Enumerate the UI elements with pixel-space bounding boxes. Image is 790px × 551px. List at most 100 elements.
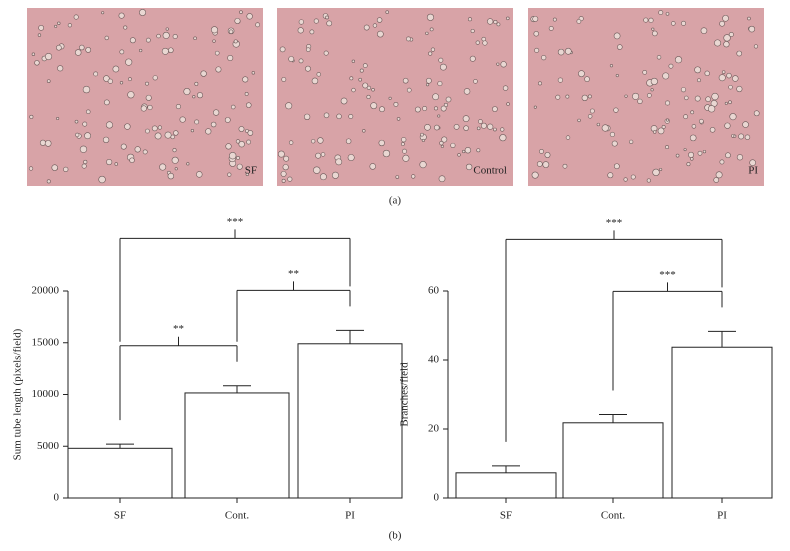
- cell: [194, 119, 200, 125]
- cell: [335, 158, 343, 166]
- cell: [668, 63, 674, 69]
- cell: [119, 49, 125, 55]
- cell: [98, 175, 106, 184]
- significance-label: **: [288, 268, 299, 280]
- cell: [744, 134, 751, 140]
- cell: [319, 173, 327, 181]
- image-label: SF: [245, 165, 257, 177]
- cell: [129, 157, 135, 163]
- cell: [362, 129, 366, 133]
- cell: [493, 127, 497, 132]
- cell: [532, 15, 539, 22]
- cell: [118, 12, 125, 19]
- cell: [421, 138, 425, 143]
- cell: [179, 116, 186, 123]
- cell: [441, 136, 448, 143]
- cell: [671, 21, 676, 26]
- x-tick-label: Cont.: [601, 510, 625, 522]
- cell: [236, 155, 240, 160]
- bar: [184, 392, 290, 499]
- cell: [120, 143, 127, 150]
- cell: [313, 18, 319, 24]
- significance-label: ***: [659, 269, 676, 281]
- cell: [349, 76, 354, 81]
- cell: [210, 121, 217, 128]
- significance-bracket: [236, 281, 351, 342]
- cell: [548, 25, 554, 31]
- cell: [81, 163, 87, 169]
- cell: [587, 114, 593, 119]
- cell: [707, 105, 716, 113]
- cell: [225, 143, 232, 150]
- cell: [235, 139, 241, 144]
- cell: [168, 47, 174, 54]
- cell: [164, 131, 172, 139]
- cell: [74, 119, 79, 124]
- cell: [536, 161, 543, 167]
- cell: [283, 155, 290, 162]
- cell: [722, 14, 729, 22]
- cell: [584, 76, 590, 82]
- cell: [698, 118, 704, 124]
- cell: [617, 44, 623, 50]
- cell: [280, 170, 287, 177]
- cell: [733, 134, 737, 138]
- cell: [632, 92, 640, 100]
- bar: [562, 422, 664, 499]
- cell: [705, 96, 711, 103]
- cell: [246, 13, 253, 20]
- cell: [480, 122, 487, 129]
- significance-label: ***: [606, 217, 623, 229]
- cell: [123, 25, 128, 30]
- cell: [379, 106, 385, 113]
- cell: [534, 47, 540, 53]
- cell: [496, 22, 501, 27]
- cell: [193, 36, 197, 41]
- cell: [297, 27, 304, 34]
- cell: [46, 179, 51, 184]
- cell: [406, 36, 411, 42]
- cell: [596, 122, 601, 127]
- cell: [425, 77, 432, 84]
- cell: [288, 56, 295, 63]
- significance-bracket: [612, 282, 723, 391]
- cell: [28, 166, 34, 171]
- cell: [539, 148, 544, 154]
- cell: [576, 19, 582, 24]
- cell: [609, 131, 616, 138]
- cell: [457, 153, 461, 157]
- cell: [544, 152, 551, 158]
- cell: [351, 59, 356, 63]
- cell: [581, 94, 588, 102]
- cell: [643, 17, 649, 23]
- cell: [236, 163, 243, 170]
- cell: [578, 70, 585, 78]
- cell: [107, 78, 113, 84]
- cell: [320, 152, 326, 157]
- cell: [56, 44, 62, 51]
- cell: [124, 123, 131, 130]
- cell: [502, 85, 509, 91]
- cell: [134, 146, 141, 153]
- cell: [376, 17, 383, 23]
- cell: [747, 16, 751, 21]
- cell: [172, 34, 178, 40]
- cell: [245, 102, 252, 108]
- cell: [646, 93, 652, 98]
- bar: [67, 447, 173, 499]
- significance-label: ***: [227, 216, 244, 228]
- cell: [151, 125, 158, 132]
- cell: [499, 134, 507, 142]
- cell: [470, 28, 475, 34]
- cell: [601, 124, 609, 132]
- cell: [506, 16, 510, 21]
- cell: [172, 148, 177, 153]
- cell: [378, 139, 385, 147]
- cell: [613, 107, 619, 113]
- cell: [56, 116, 60, 121]
- y-tick-label: 10000: [32, 388, 60, 400]
- cell: [75, 132, 80, 138]
- cell: [145, 37, 151, 43]
- cell: [340, 97, 348, 105]
- cell: [438, 57, 444, 63]
